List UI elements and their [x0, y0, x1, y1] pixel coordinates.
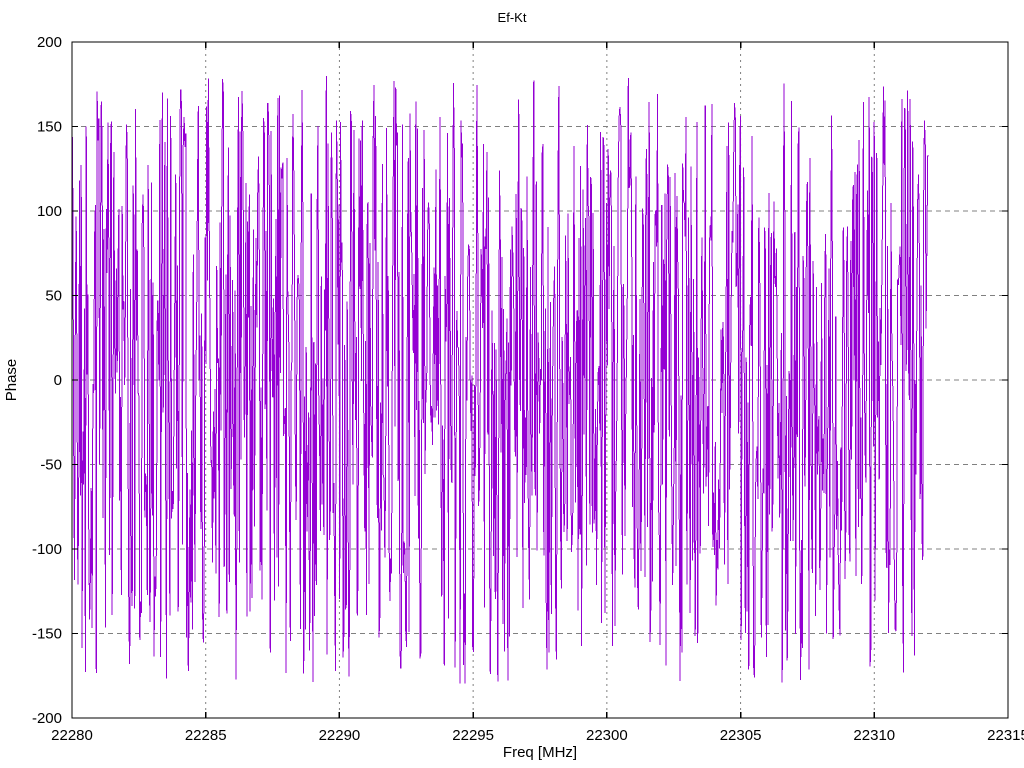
x-tick-label: 22295 [452, 727, 494, 744]
y-tick-label: -200 [32, 710, 62, 727]
y-tick-label: 50 [45, 288, 62, 305]
data-series-line [72, 76, 929, 684]
y-tick-label: 200 [37, 34, 62, 51]
data-series-layer [72, 76, 929, 684]
chart-title: Ef-Kt [498, 10, 527, 25]
y-tick-label: -50 [40, 457, 62, 474]
x-tick-label: 22310 [853, 727, 895, 744]
y-axis-title: Phase [3, 359, 20, 402]
x-tick-label: 22300 [586, 727, 628, 744]
y-tick-label: 100 [37, 203, 62, 220]
axis-ticks [71, 41, 1009, 719]
x-tick-label: 22305 [720, 727, 762, 744]
x-tick-label: 22315 [987, 727, 1024, 744]
y-tick-label: -100 [32, 541, 62, 558]
x-tick-label: 22285 [185, 727, 227, 744]
x-tick-label: 22290 [319, 727, 361, 744]
x-axis-title: Freq [MHz] [503, 744, 577, 761]
x-tick-label: 22280 [51, 727, 93, 744]
y-tick-label: 150 [37, 119, 62, 136]
axis-tick-labels: -200 -150 -100 -50 0 50 100 150 200 22280 22285 222… [32, 34, 1024, 744]
y-tick-label: 0 [54, 372, 62, 389]
y-tick-label: -150 [32, 626, 62, 643]
